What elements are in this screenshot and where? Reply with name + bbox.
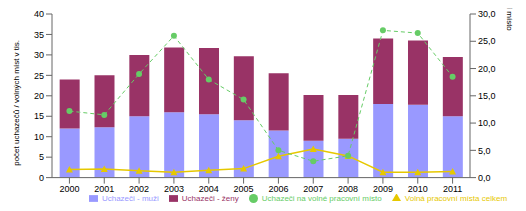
svg-text:40: 40 — [34, 9, 44, 19]
html-text:Uchazeči - ženy: Uchazeči - ženy — [181, 193, 239, 203]
svg-text:2004: 2004 — [199, 184, 219, 194]
svg-text:25: 25 — [34, 71, 44, 81]
svg-text:0,0: 0,0 — [478, 173, 491, 183]
svg-text:2006: 2006 — [268, 184, 288, 194]
svg-text:2005: 2005 — [234, 184, 254, 194]
svg-text:2000: 2000 — [59, 184, 79, 194]
html-text:Uchazeči - muži: Uchazeči - muži — [101, 193, 159, 203]
svg-text:2011: 2011 — [443, 184, 462, 194]
html-text:Uchazeči na volné pracovní mís: Uchazeči na volné pracovní místo — [261, 193, 382, 203]
svg-text:15: 15 — [34, 111, 44, 121]
svg-text:15,0: 15,0 — [478, 91, 496, 101]
svg-text:uchazeči na volné pracovní mís: uchazeči na volné pracovní místo — [505, 8, 514, 31]
svg-text:2003: 2003 — [164, 184, 184, 194]
svg-text:30: 30 — [34, 50, 44, 60]
svg-text:25,0: 25,0 — [478, 36, 496, 46]
html-text:Volná pracovní místa celkem: Volná pracovní místa celkem — [404, 193, 508, 203]
svg-text:počet uchazečů / volných míst: počet uchazečů / volných míst v tis. — [12, 40, 21, 166]
svg-text:10,0: 10,0 — [478, 118, 496, 128]
svg-text:5,0: 5,0 — [478, 146, 491, 156]
svg-text:0: 0 — [39, 173, 44, 183]
svg-text:2008: 2008 — [338, 184, 358, 194]
svg-text:20: 20 — [34, 91, 44, 101]
svg-text:5: 5 — [39, 152, 44, 162]
svg-text:30,0: 30,0 — [478, 9, 496, 19]
svg-text:2010: 2010 — [408, 184, 428, 194]
svg-text:2001: 2001 — [94, 184, 114, 194]
svg-text:2009: 2009 — [373, 184, 393, 194]
svg-text:2002: 2002 — [129, 184, 149, 194]
svg-text:35: 35 — [34, 30, 44, 40]
svg-text:10: 10 — [34, 132, 44, 142]
svg-text:20,0: 20,0 — [478, 64, 496, 74]
svg-text:2007: 2007 — [303, 184, 323, 194]
